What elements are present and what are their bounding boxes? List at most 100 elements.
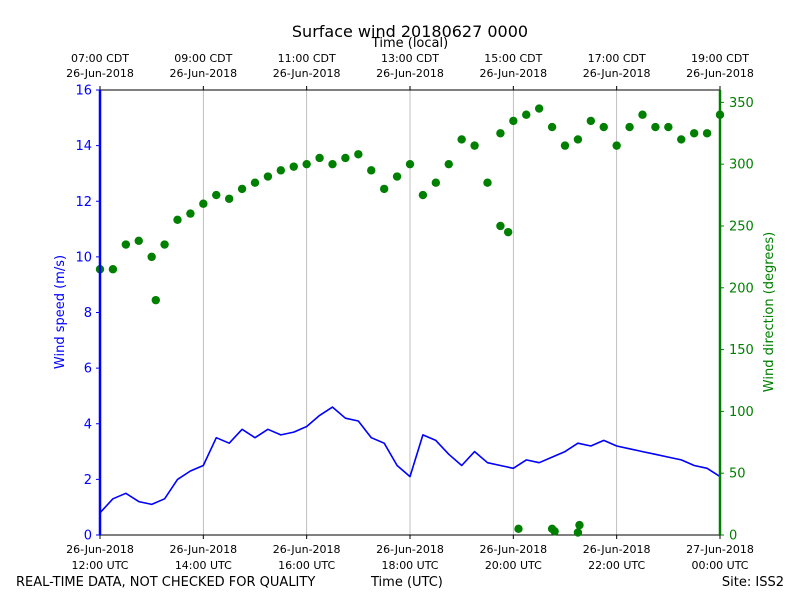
y-right-tick-label: 250 (729, 219, 754, 234)
top-tick-date: 26-Jun-2018 (376, 67, 444, 80)
direction-point (677, 135, 686, 144)
speed-series (99, 406, 721, 514)
direction-point (276, 166, 286, 175)
top-tick-date: 26-Jun-2018 (479, 67, 547, 80)
direction-point (431, 178, 441, 187)
direction-point (160, 240, 169, 249)
y-right-tick-label: 0 (729, 529, 737, 544)
x-tick-date: 26-Jun-2018 (376, 543, 444, 556)
right-axis-label: Wind direction (degrees) (762, 232, 777, 392)
direction-point (575, 520, 584, 530)
direction-point (224, 194, 234, 203)
direction-point (560, 141, 570, 150)
y-left-tick-label: 14 (75, 139, 92, 154)
direction-point (547, 122, 557, 132)
top-tick-time: 11:00 CDT (278, 52, 336, 65)
y-left-tick-label: 8 (84, 306, 92, 321)
direction-point (470, 141, 479, 150)
left-axis-label: Wind speed (m/s) (53, 255, 68, 369)
top-tick-time: 15:00 CDT (484, 52, 542, 65)
direction-point (379, 184, 389, 194)
direction-point (483, 178, 492, 187)
x-tick-date: 26-Jun-2018 (479, 543, 547, 556)
direction-point (418, 190, 428, 200)
y-left-tick-label: 16 (75, 84, 92, 99)
direction-point (586, 116, 596, 126)
right-axis-ticks: 0 50 100 150 200 250 300 350 (720, 96, 754, 544)
direction-point (289, 162, 298, 171)
direction-point (664, 122, 673, 132)
direction-point (186, 209, 195, 218)
direction-point (638, 110, 647, 119)
chart-title: Surface wind 20180627 0000 (292, 22, 528, 41)
top-tick-time: 07:00 CDT (71, 52, 129, 65)
top-tick-time: 13:00 CDT (381, 52, 439, 65)
x-tick-date: 26-Jun-2018 (583, 543, 651, 556)
x-tick-date: 26-Jun-2018 (169, 543, 237, 556)
direction-point (173, 215, 182, 224)
direction-point (599, 122, 608, 132)
y-left-tick-label: 2 (84, 473, 92, 488)
direction-point (522, 110, 531, 119)
x-tick-time: 16:00 UTC (278, 559, 335, 572)
x-tick-time: 14:00 UTC (175, 559, 232, 572)
direction-point (496, 129, 505, 138)
gridlines (202, 90, 618, 535)
y-right-tick-label: 100 (729, 405, 754, 420)
direction-point (689, 129, 699, 138)
x-tick-time: 20:00 UTC (485, 559, 542, 572)
direction-point (444, 159, 453, 169)
top-tick-date: 26-Jun-2018 (169, 67, 237, 80)
direction-point (212, 190, 221, 200)
y-right-tick-label: 150 (729, 343, 754, 358)
quality-disclaimer: REAL-TIME DATA, NOT CHECKED FOR QUALITY (16, 575, 316, 590)
direction-point (457, 135, 466, 144)
bottom-axis-label: Time (UTC) (371, 575, 443, 590)
top-axis-label: Time (local) (371, 36, 448, 51)
direction-point (405, 159, 415, 169)
x-tick-time: 12:00 UTC (71, 559, 128, 572)
direction-point (151, 295, 160, 305)
direction-point (147, 252, 156, 262)
bottom-axis-ticks: 26-Jun-2018 12:00 UTC 26-Jun-2018 14:00 UTC… (66, 535, 754, 572)
top-tick-date: 26-Jun-2018 (273, 67, 341, 80)
direction-point (237, 184, 247, 194)
direction-point (108, 265, 118, 274)
direction-point (509, 116, 518, 126)
direction-point (573, 135, 583, 144)
direction-point (550, 527, 559, 536)
top-tick-time: 19:00 CDT (691, 52, 749, 65)
direction-point (392, 172, 402, 181)
direction-point (302, 159, 311, 169)
direction-series (95, 104, 725, 537)
direction-point (651, 122, 660, 132)
x-tick-time: 22:00 UTC (588, 559, 645, 572)
top-tick-date: 26-Jun-2018 (686, 67, 754, 80)
x-tick-time: 00:00 UTC (691, 559, 748, 572)
direction-point (263, 172, 273, 181)
top-tick-time: 09:00 CDT (174, 52, 232, 65)
direction-point (354, 150, 363, 159)
direction-point (328, 159, 337, 169)
top-tick-date: 26-Jun-2018 (66, 67, 134, 80)
x-tick-date: 27-Jun-2018 (686, 543, 754, 556)
direction-point (612, 141, 621, 150)
direction-point (573, 528, 583, 537)
y-right-tick-label: 200 (729, 281, 754, 296)
x-tick-date: 26-Jun-2018 (273, 543, 341, 556)
y-right-tick-label: 300 (729, 158, 754, 173)
top-axis-ticks: 07:00 CDT 26-Jun-2018 09:00 CDT 26-Jun-2018… (66, 52, 754, 90)
top-tick-date: 26-Jun-2018 (583, 67, 651, 80)
site-label: Site: ISS2 (721, 575, 784, 590)
direction-point (367, 166, 376, 175)
y-left-tick-label: 4 (84, 417, 92, 432)
direction-point (134, 236, 143, 246)
y-left-tick-label: 0 (84, 529, 92, 544)
direction-point (121, 240, 131, 249)
direction-point (341, 153, 350, 163)
direction-point (315, 153, 324, 163)
direction-point (514, 524, 523, 534)
speed-line (99, 406, 721, 514)
y-left-tick-label: 12 (75, 195, 92, 210)
